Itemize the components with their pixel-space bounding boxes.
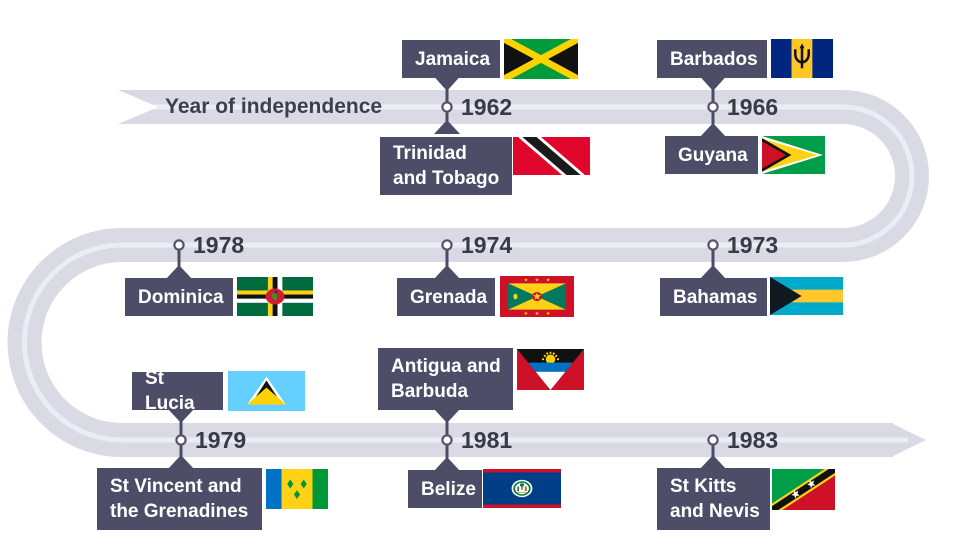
- country-label-barbados: Barbados: [657, 40, 767, 78]
- country-name: Bahamas: [673, 286, 758, 308]
- country-name: Guyana: [678, 144, 748, 166]
- year-label-1983: 1983: [727, 427, 779, 453]
- year-marker-1983: [707, 434, 719, 446]
- country-label-st-kitts-and-nevis: St Kitts and Nevis: [657, 468, 770, 530]
- year-marker-1973: [707, 239, 719, 251]
- country-name: St Kitts and Nevis: [670, 476, 760, 522]
- country-label-guyana: Guyana: [665, 136, 758, 174]
- country-name: Dominica: [138, 286, 224, 308]
- year-marker-1966: [707, 101, 719, 113]
- country-name: Trinidad and Tobago: [393, 143, 500, 189]
- flag-barbados-icon: [771, 39, 833, 78]
- flag-st-vincent-and-the-grenadines-icon: [266, 469, 328, 509]
- timeline-title: Year of independence: [165, 95, 383, 118]
- ribbon-tail-notch: [111, 87, 158, 127]
- country-name: Belize: [421, 478, 476, 500]
- year-label-1973: 1973: [727, 232, 779, 258]
- country-label-dominica: Dominica: [125, 278, 233, 316]
- country-label-grenada: Grenada: [397, 278, 495, 316]
- country-label-antigua-and-barbuda: Antigua and Barbuda: [378, 348, 513, 410]
- year-label-1979: 1979: [195, 427, 247, 453]
- flag-bahamas-icon: [770, 277, 843, 315]
- ribbon-arrowhead: [891, 423, 926, 457]
- country-label-belize: Belize: [408, 470, 482, 508]
- country-label-jamaica: Jamaica: [402, 40, 500, 78]
- flag-st-kitts-and-nevis-icon: [772, 469, 835, 510]
- flag-grenada-icon: [500, 276, 574, 317]
- country-label-trinidad-and-tobago: Trinidad and Tobago: [380, 137, 512, 195]
- country-name: Grenada: [410, 286, 488, 308]
- flag-trinidad-and-tobago-icon: [513, 137, 590, 175]
- year-label-1966: 1966: [727, 94, 779, 120]
- year-marker-circles: [173, 101, 719, 446]
- country-name: St Lucia: [145, 368, 195, 414]
- ribbon-center-stripe: [22, 104, 915, 443]
- flag-belize-icon: [483, 469, 561, 508]
- country-name: Barbados: [670, 48, 758, 70]
- flag-antigua-and-barbuda-icon: [517, 349, 584, 390]
- year-label-1981: 1981: [461, 427, 513, 453]
- flag-jamaica-icon: [504, 39, 578, 79]
- flag-st-lucia-icon: [228, 371, 305, 411]
- year-label-1962: 1962: [461, 94, 513, 120]
- year-marker-1962: [441, 101, 453, 113]
- country-label-bahamas: Bahamas: [660, 278, 767, 316]
- country-name: Jamaica: [415, 48, 491, 70]
- year-marker-1974: [441, 239, 453, 251]
- flag-dominica-icon: [237, 277, 313, 316]
- year-marker-1979: [175, 434, 187, 446]
- flag-guyana-icon: [762, 136, 825, 174]
- country-label-st-vincent-and-the-grenadines: St Vincent and the Grenadines: [97, 468, 262, 530]
- country-name: Antigua and Barbuda: [391, 356, 501, 402]
- country-label-st-lucia: St Lucia: [132, 368, 223, 414]
- year-label-1978: 1978: [193, 232, 245, 258]
- year-label-1974: 1974: [461, 232, 513, 258]
- year-marker-1981: [441, 434, 453, 446]
- country-name: St Vincent and the Grenadines: [110, 476, 249, 522]
- connector-pointers: [166, 76, 726, 471]
- year-marker-1978: [173, 239, 185, 251]
